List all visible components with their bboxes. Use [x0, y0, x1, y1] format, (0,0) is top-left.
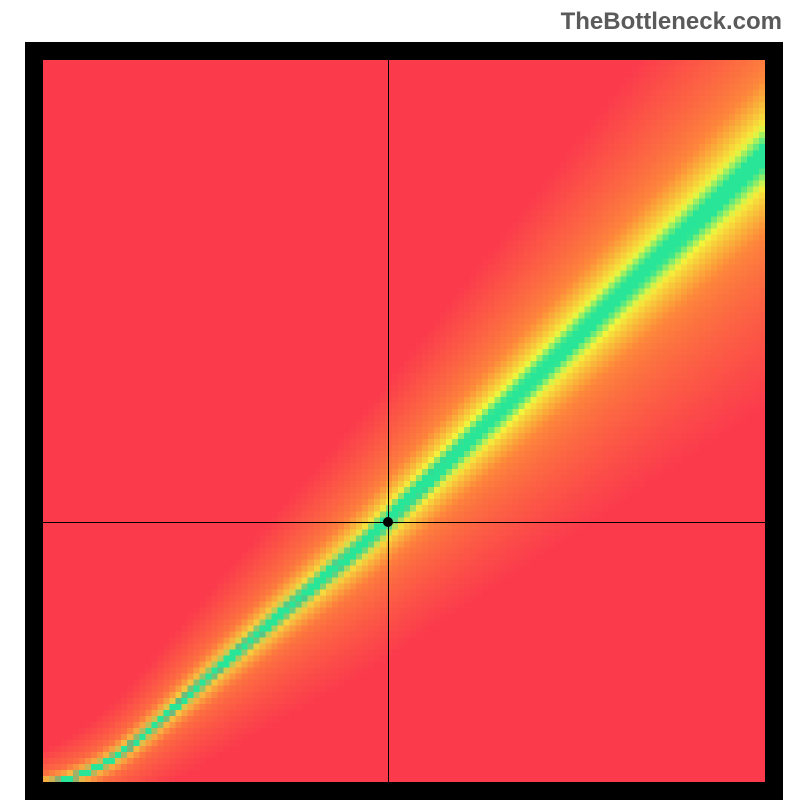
heatmap-canvas	[43, 60, 765, 782]
crosshair-vertical	[388, 60, 389, 782]
figure-container: TheBottleneck.com	[0, 0, 800, 800]
heatmap-plot-area	[25, 42, 783, 800]
watermark-text: TheBottleneck.com	[561, 8, 782, 36]
crosshair-horizontal	[43, 522, 765, 523]
